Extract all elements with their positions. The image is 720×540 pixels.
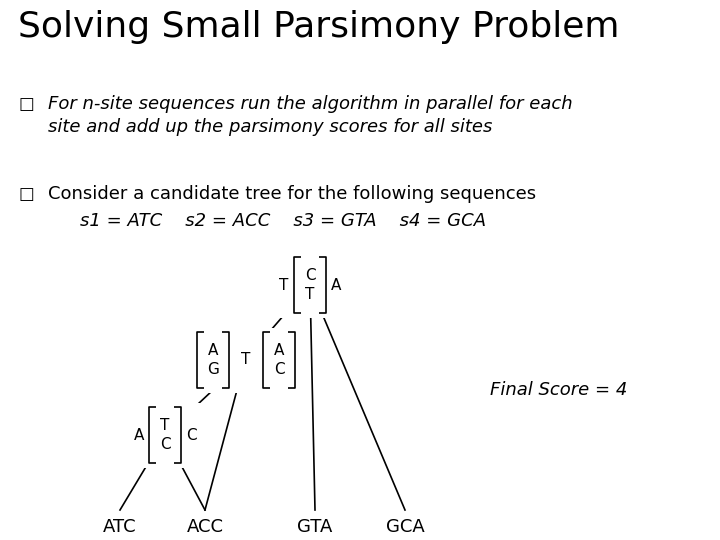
- Text: C: C: [305, 268, 315, 283]
- Text: T: T: [305, 287, 315, 302]
- Text: A: A: [330, 278, 341, 293]
- Text: G: G: [207, 362, 219, 377]
- Text: Solving Small Parsimony Problem: Solving Small Parsimony Problem: [18, 10, 619, 44]
- Text: C: C: [160, 437, 171, 453]
- Text: A: A: [208, 343, 218, 357]
- Text: □: □: [18, 95, 34, 113]
- Bar: [272, 253, 348, 318]
- Bar: [127, 402, 202, 468]
- Text: T: T: [241, 353, 251, 368]
- Text: site and add up the parsimony scores for all sites: site and add up the parsimony scores for…: [48, 118, 492, 136]
- Bar: [185, 327, 305, 393]
- Text: Final Score = 4: Final Score = 4: [490, 381, 627, 399]
- Text: T: T: [161, 418, 170, 433]
- Text: For n-site sequences run the algorithm in parallel for each: For n-site sequences run the algorithm i…: [48, 95, 572, 113]
- Text: C: C: [274, 362, 284, 377]
- Text: Consider a candidate tree for the following sequences: Consider a candidate tree for the follow…: [48, 185, 536, 203]
- Text: ATC: ATC: [103, 518, 137, 536]
- Text: A: A: [274, 343, 284, 357]
- Text: GTA: GTA: [297, 518, 333, 536]
- Text: □: □: [18, 185, 34, 203]
- Text: GCA: GCA: [386, 518, 424, 536]
- Text: A: A: [134, 428, 144, 442]
- Text: T: T: [279, 278, 289, 293]
- Text: C: C: [186, 428, 197, 442]
- Text: s1 = ATC    s2 = ACC    s3 = GTA    s4 = GCA: s1 = ATC s2 = ACC s3 = GTA s4 = GCA: [80, 212, 486, 230]
- Text: ACC: ACC: [186, 518, 223, 536]
